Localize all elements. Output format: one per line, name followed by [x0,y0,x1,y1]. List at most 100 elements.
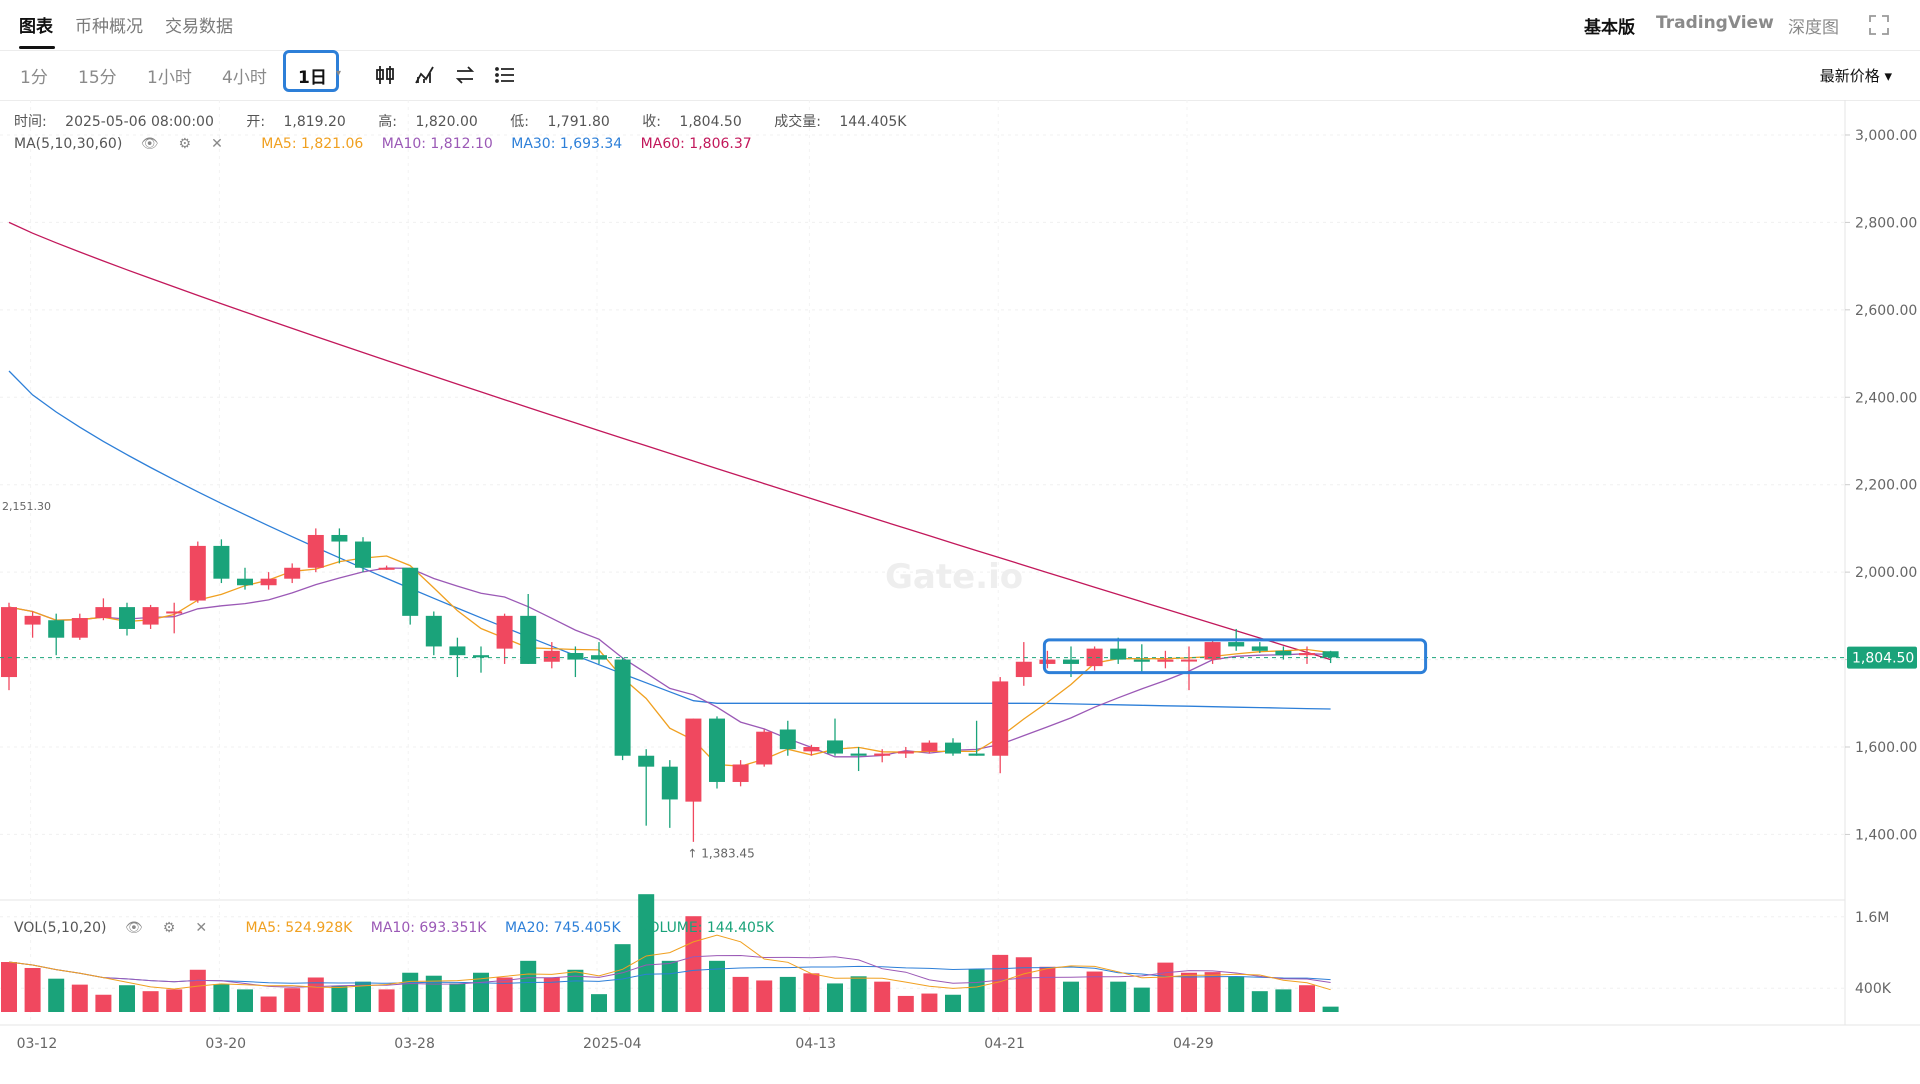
compare-swap-icon[interactable] [453,63,477,87]
vol-ma10-value: MA10: 693.351K [370,920,487,936]
candle-body [1039,659,1056,664]
volume-tick-label: 400K [1855,981,1892,997]
price-type-select[interactable]: 最新价格 ▾ [1819,67,1892,85]
tab-chart[interactable]: 图表 [19,17,53,37]
candle-body [1181,659,1197,662]
candle-body [803,746,820,752]
basic-version-button[interactable]: 基本版 [1584,18,1635,38]
vol-ma20-value: MA20: 745.405K [504,920,621,936]
interval-1h[interactable]: 1小时 [147,68,192,88]
candle-body [661,766,678,800]
volume-bar [237,989,253,1012]
volume-bar [1133,987,1150,1012]
interval-1d[interactable]: 1日 [298,68,327,88]
candle-body [1275,650,1292,656]
indicator-icon[interactable] [413,63,437,87]
high-price-marker: 2,151.30 [2,500,51,513]
volume-bar [591,994,607,1012]
candle-body [1251,646,1268,651]
close-icon[interactable]: ✕ [195,920,214,936]
volume-bar [142,991,159,1012]
volume-bar [95,994,112,1012]
close-icon[interactable]: ✕ [211,136,229,152]
consolidation-highlight-box [1042,638,1428,675]
candle-body [1086,648,1103,667]
current-price-tag [1847,646,1917,669]
low-label: 低: [510,114,529,130]
candle-body [685,718,702,802]
depth-chart-button[interactable]: 深度图 [1788,18,1839,38]
ohlc-legend: 时间: 2025-05-06 08:00:00 开: 1,819.20 高: 1… [14,111,934,131]
settings-list-icon[interactable] [493,63,517,87]
chart-toolbar: 1分 15分 1小时 4小时 1日 ▾ 最新价格 ▾ [0,50,1920,101]
low-value: 1,791.80 [547,114,610,130]
interval-1m[interactable]: 1分 [20,68,48,88]
vol-ma20-line [8,961,1331,984]
price-tick-label: 3,000.00 [1855,128,1917,144]
candle-body [945,742,961,754]
volume-bar [756,980,773,1012]
volume-bar [1,962,17,1012]
volume-bar [567,969,584,1012]
vol-legend-name: VOL(5,10,20) [14,920,107,936]
interval-15m[interactable]: 15分 [78,68,117,88]
candle-body [331,534,348,542]
tab-trade-data[interactable]: 交易数据 [165,17,233,37]
interval-4h[interactable]: 4小时 [222,68,267,88]
candle-body [1228,642,1245,647]
candle-body [237,578,253,586]
candle-body [567,653,584,660]
volume-bar [496,977,513,1012]
volume-label: 成交量: [774,114,821,130]
eye-icon[interactable]: 👁 [124,920,149,936]
price-tick-label: 2,600.00 [1855,303,1917,319]
time-tick-label: 03-20 [205,1036,246,1052]
time-tick-label: 04-29 [1173,1036,1214,1052]
volume-bar [284,988,301,1012]
candlestick-type-icon[interactable] [373,63,397,87]
volume-bar [520,960,537,1012]
volume-bar [71,984,88,1012]
candle-body [189,545,206,601]
vol-legend-controls[interactable]: 👁 ⚙ ✕ [125,920,227,936]
tab-coin-overview[interactable]: 币种概况 [75,17,143,37]
candle-body [260,578,277,586]
open-value: 1,819.20 [283,114,346,130]
volume-bar [1063,981,1079,1012]
time-tick-label: 04-21 [984,1036,1025,1052]
ma5-line [8,555,1331,767]
settings-icon[interactable]: ⚙ [162,920,182,936]
close-label: 收: [642,114,661,130]
ma30-value: MA30: 1,693.34 [511,136,623,152]
eye-icon[interactable]: 👁 [140,136,165,152]
candle-body [968,753,985,756]
ma-legend-controls[interactable]: 👁 ⚙ ✕ [141,136,243,152]
candle-body [119,607,135,629]
price-tick-label: 1,400.00 [1855,827,1917,843]
high-label: 高: [378,114,398,130]
chart-area[interactable]: 3,000.00 2,800.00 2,600.00 2,400.00 2,200.00… [0,100,1920,1080]
candle-body [591,655,607,660]
vol-ma5-line [8,934,1331,991]
candle-body [1133,659,1150,662]
candle-body [48,620,65,638]
candle-body [95,607,112,619]
candle-body [1322,651,1339,658]
volume-bar [874,981,891,1012]
fullscreen-icon[interactable] [1868,14,1890,36]
tradingview-button[interactable]: TradingView [1656,13,1774,33]
volume-bar [803,973,820,1012]
volume-bar [638,894,655,1012]
candle-body [897,751,914,754]
ma10-value: MA10: 1,812.10 [381,136,493,152]
volume-bar [1039,966,1056,1012]
volume-bar [189,969,206,1012]
settings-icon[interactable]: ⚙ [178,136,198,152]
chevron-down-icon[interactable]: ▾ [336,68,342,79]
candle-body [1063,659,1079,664]
top-tab-bar: 图表 币种概况 交易数据 基本版 TradingView 深度图 [0,0,1920,51]
kline-chart[interactable]: 3,000.00 2,800.00 2,600.00 2,400.00 2,200.00… [0,100,1920,1080]
candle-body [166,611,183,614]
interval-highlight-box [283,50,339,92]
volume-bar [425,975,442,1012]
